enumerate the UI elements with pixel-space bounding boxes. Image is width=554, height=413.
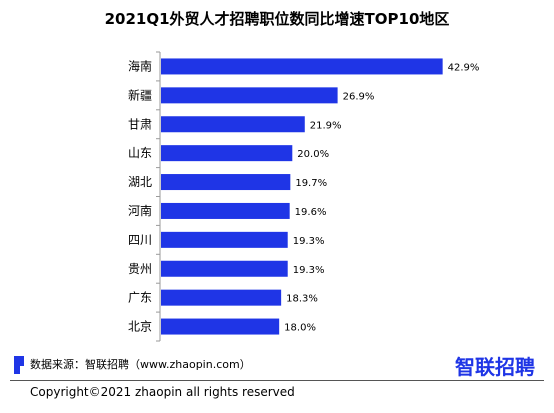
bar-value-label: 42.9% [448, 62, 480, 73]
bar [161, 174, 291, 191]
category-label: 河南 [128, 203, 152, 218]
category-label: 湖北 [128, 174, 152, 189]
bar-value-label: 18.0% [284, 323, 316, 334]
source-marker-tail [14, 366, 20, 374]
category-label: 贵州 [128, 262, 152, 276]
category-label: 海南 [128, 58, 152, 73]
source-marker [14, 356, 24, 366]
bar-value-label: 19.7% [295, 178, 327, 189]
bar [161, 116, 305, 133]
bar [161, 318, 280, 335]
category-label: 山东 [128, 146, 152, 160]
bar [161, 58, 443, 75]
bar [161, 260, 288, 277]
bar-value-label: 26.9% [343, 91, 375, 102]
category-label: 四川 [128, 233, 152, 247]
category-label: 甘肃 [128, 117, 152, 131]
bar-value-label: 20.0% [297, 149, 329, 160]
bar-value-label: 19.6% [295, 207, 327, 218]
copyright-text: Copyright©2021 zhaopin all rights reserv… [30, 385, 295, 399]
category-label: 北京 [128, 320, 152, 334]
footer-divider [10, 380, 544, 381]
bar [161, 202, 290, 219]
category-label: 广东 [128, 291, 152, 305]
zhaopin-logo: 智联招聘 [455, 355, 535, 379]
chart-title: 2021Q1外贸人才招聘职位数同比增速TOP10地区 [104, 10, 450, 28]
bar-value-label: 21.9% [310, 120, 342, 131]
bar-value-label: 19.3% [293, 236, 325, 247]
bar [161, 231, 288, 248]
bar [161, 87, 338, 104]
bar [161, 289, 282, 306]
category-label: 新疆 [128, 87, 152, 102]
bar-value-label: 19.3% [293, 265, 325, 276]
bar-value-label: 18.3% [286, 294, 318, 305]
bar [161, 145, 293, 162]
data-source-note: 数据来源：智联招聘（www.zhaopin.com） [30, 358, 251, 371]
